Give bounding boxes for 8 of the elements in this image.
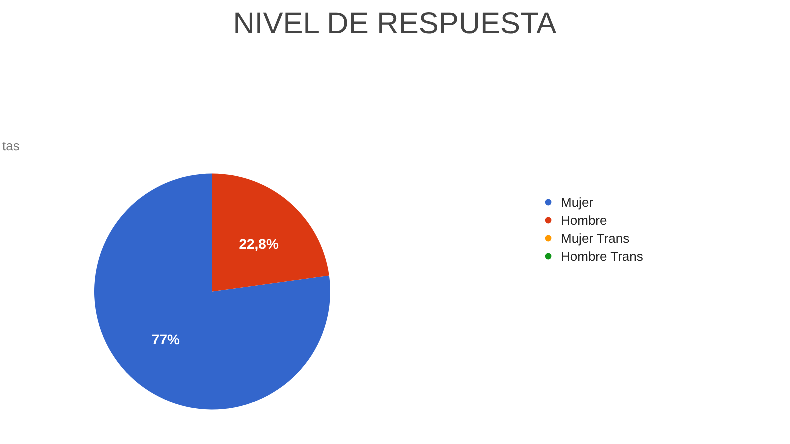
- legend-label: Hombre: [561, 212, 608, 228]
- data-label: 22,8%: [239, 236, 280, 252]
- legend-label: Mujer Trans: [561, 230, 630, 246]
- chart-title: NIVEL DE RESPUESTA: [233, 8, 557, 40]
- data-label: 77%: [152, 332, 180, 348]
- legend-label: Mujer: [561, 194, 594, 210]
- legend-label: Hombre Trans: [561, 248, 644, 264]
- text: tas: [2, 138, 20, 154]
